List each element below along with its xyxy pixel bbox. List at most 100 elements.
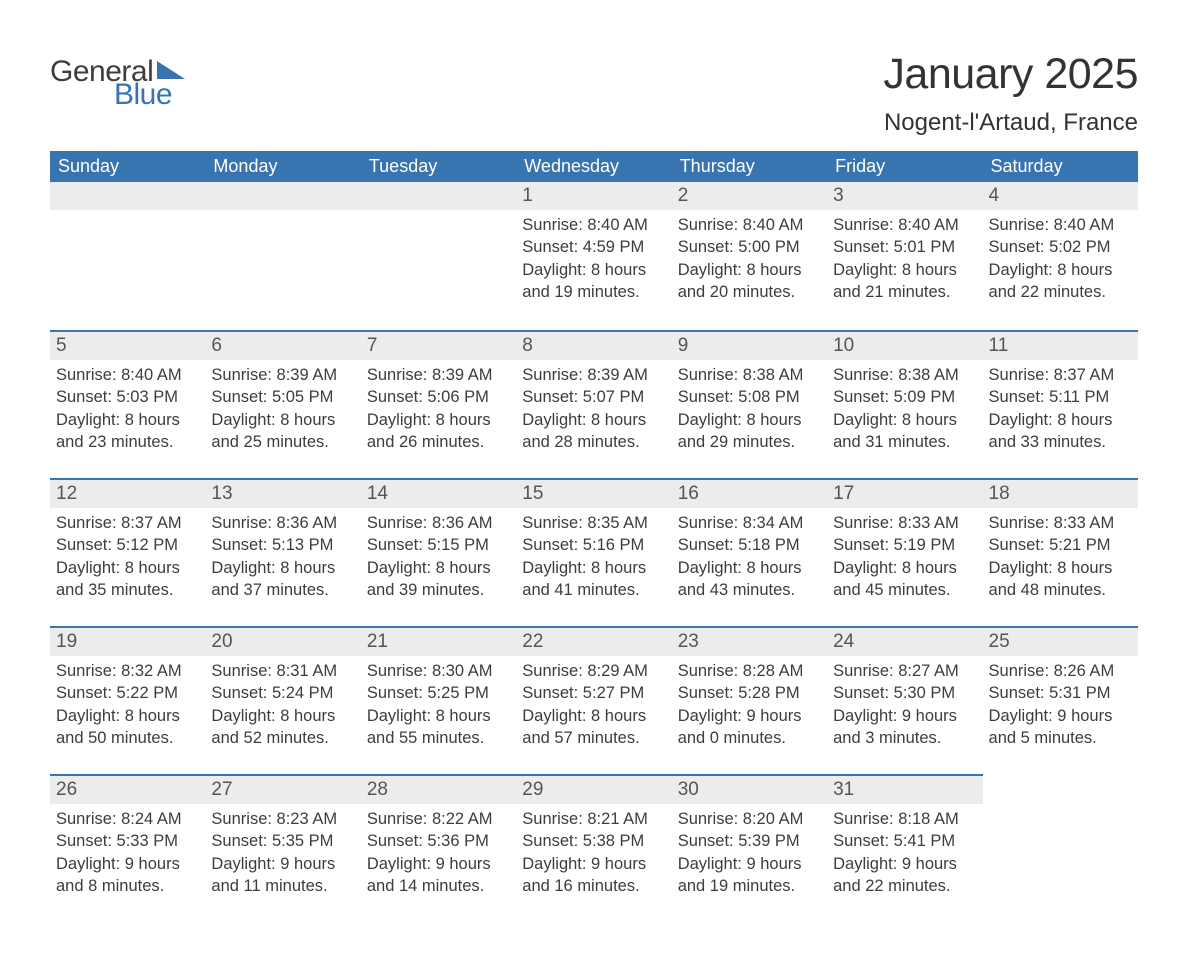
sunrise-text: Sunrise: 8:24 AM [56,808,199,830]
calendar-cell: 18Sunrise: 8:33 AMSunset: 5:21 PMDayligh… [983,478,1138,626]
sunset-text: Sunset: 5:03 PM [56,386,199,408]
sunset-text: Sunset: 5:19 PM [833,534,976,556]
sunrise-text: Sunrise: 8:27 AM [833,660,976,682]
daylight-text-2: and 22 minutes. [833,875,976,897]
sunrise-text: Sunrise: 8:39 AM [522,364,665,386]
day-body: Sunrise: 8:39 AMSunset: 5:05 PMDaylight:… [205,360,360,457]
day-body: Sunrise: 8:39 AMSunset: 5:07 PMDaylight:… [516,360,671,457]
day-number-blank [361,182,516,210]
day-body: Sunrise: 8:27 AMSunset: 5:30 PMDaylight:… [827,656,982,753]
daylight-text-2: and 43 minutes. [678,579,821,601]
daylight-text-2: and 48 minutes. [989,579,1132,601]
sunset-text: Sunset: 5:13 PM [211,534,354,556]
day-number: 14 [361,478,516,508]
calendar-cell: 27Sunrise: 8:23 AMSunset: 5:35 PMDayligh… [205,774,360,922]
daylight-text: Daylight: 8 hours [522,259,665,281]
day-number: 9 [672,330,827,360]
day-number-blank [50,182,205,210]
daylight-text: Daylight: 8 hours [678,259,821,281]
day-body: Sunrise: 8:36 AMSunset: 5:13 PMDaylight:… [205,508,360,605]
sunset-text: Sunset: 5:36 PM [367,830,510,852]
day-body: Sunrise: 8:36 AMSunset: 5:15 PMDaylight:… [361,508,516,605]
day-body: Sunrise: 8:31 AMSunset: 5:24 PMDaylight:… [205,656,360,753]
daylight-text-2: and 31 minutes. [833,431,976,453]
calendar-cell: 28Sunrise: 8:22 AMSunset: 5:36 PMDayligh… [361,774,516,922]
sunset-text: Sunset: 5:33 PM [56,830,199,852]
sunset-text: Sunset: 5:02 PM [989,236,1132,258]
day-number: 17 [827,478,982,508]
daylight-text-2: and 39 minutes. [367,579,510,601]
day-body: Sunrise: 8:30 AMSunset: 5:25 PMDaylight:… [361,656,516,753]
day-body: Sunrise: 8:32 AMSunset: 5:22 PMDaylight:… [50,656,205,753]
day-body: Sunrise: 8:28 AMSunset: 5:28 PMDaylight:… [672,656,827,753]
day-number: 19 [50,626,205,656]
sunset-text: Sunset: 5:21 PM [989,534,1132,556]
sunrise-text: Sunrise: 8:33 AM [833,512,976,534]
calendar-cell: 30Sunrise: 8:20 AMSunset: 5:39 PMDayligh… [672,774,827,922]
daylight-text-2: and 45 minutes. [833,579,976,601]
sunrise-text: Sunrise: 8:33 AM [989,512,1132,534]
sunrise-text: Sunrise: 8:36 AM [211,512,354,534]
day-number: 21 [361,626,516,656]
daylight-text: Daylight: 8 hours [833,259,976,281]
sunrise-text: Sunrise: 8:38 AM [678,364,821,386]
day-number: 29 [516,774,671,804]
daylight-text: Daylight: 8 hours [211,409,354,431]
day-body: Sunrise: 8:34 AMSunset: 5:18 PMDaylight:… [672,508,827,605]
daylight-text-2: and 11 minutes. [211,875,354,897]
day-number: 5 [50,330,205,360]
day-header: Wednesday [516,151,671,182]
day-header: Saturday [983,151,1138,182]
day-number: 2 [672,182,827,210]
day-number: 11 [983,330,1138,360]
sunrise-text: Sunrise: 8:32 AM [56,660,199,682]
sunrise-text: Sunrise: 8:22 AM [367,808,510,830]
day-body: Sunrise: 8:18 AMSunset: 5:41 PMDaylight:… [827,804,982,901]
calendar-cell: 8Sunrise: 8:39 AMSunset: 5:07 PMDaylight… [516,330,671,478]
day-number-blank [205,182,360,210]
daylight-text-2: and 55 minutes. [367,727,510,749]
day-body: Sunrise: 8:23 AMSunset: 5:35 PMDaylight:… [205,804,360,901]
sunrise-text: Sunrise: 8:20 AM [678,808,821,830]
daylight-text: Daylight: 8 hours [522,557,665,579]
daylight-text-2: and 28 minutes. [522,431,665,453]
daylight-text: Daylight: 9 hours [522,853,665,875]
sunset-text: Sunset: 5:28 PM [678,682,821,704]
sunset-text: Sunset: 5:30 PM [833,682,976,704]
title-block: January 2025 Nogent-l'Artaud, France [883,50,1138,137]
daylight-text-2: and 33 minutes. [989,431,1132,453]
day-body: Sunrise: 8:33 AMSunset: 5:21 PMDaylight:… [983,508,1138,605]
day-body: Sunrise: 8:40 AMSunset: 5:03 PMDaylight:… [50,360,205,457]
calendar-cell: 11Sunrise: 8:37 AMSunset: 5:11 PMDayligh… [983,330,1138,478]
daylight-text: Daylight: 8 hours [678,409,821,431]
calendar-cell: 26Sunrise: 8:24 AMSunset: 5:33 PMDayligh… [50,774,205,922]
calendar-cell: 19Sunrise: 8:32 AMSunset: 5:22 PMDayligh… [50,626,205,774]
day-body: Sunrise: 8:38 AMSunset: 5:09 PMDaylight:… [827,360,982,457]
sunset-text: Sunset: 5:39 PM [678,830,821,852]
daylight-text: Daylight: 9 hours [56,853,199,875]
calendar-cell: 7Sunrise: 8:39 AMSunset: 5:06 PMDaylight… [361,330,516,478]
calendar-cell: 20Sunrise: 8:31 AMSunset: 5:24 PMDayligh… [205,626,360,774]
daylight-text-2: and 16 minutes. [522,875,665,897]
sunrise-text: Sunrise: 8:21 AM [522,808,665,830]
calendar-cell-blank [205,182,360,330]
daylight-text: Daylight: 9 hours [833,853,976,875]
day-body: Sunrise: 8:37 AMSunset: 5:11 PMDaylight:… [983,360,1138,457]
sunrise-text: Sunrise: 8:38 AM [833,364,976,386]
day-number: 22 [516,626,671,656]
location: Nogent-l'Artaud, France [883,109,1138,137]
day-number: 7 [361,330,516,360]
calendar-cell: 6Sunrise: 8:39 AMSunset: 5:05 PMDaylight… [205,330,360,478]
calendar-cell-blank [983,774,1138,922]
day-number: 13 [205,478,360,508]
day-header: Monday [205,151,360,182]
daylight-text-2: and 0 minutes. [678,727,821,749]
daylight-text: Daylight: 9 hours [833,705,976,727]
calendar-cell-blank [50,182,205,330]
day-body: Sunrise: 8:22 AMSunset: 5:36 PMDaylight:… [361,804,516,901]
day-number: 15 [516,478,671,508]
calendar-cell: 21Sunrise: 8:30 AMSunset: 5:25 PMDayligh… [361,626,516,774]
sunrise-text: Sunrise: 8:40 AM [522,214,665,236]
sunset-text: Sunset: 4:59 PM [522,236,665,258]
day-number: 6 [205,330,360,360]
